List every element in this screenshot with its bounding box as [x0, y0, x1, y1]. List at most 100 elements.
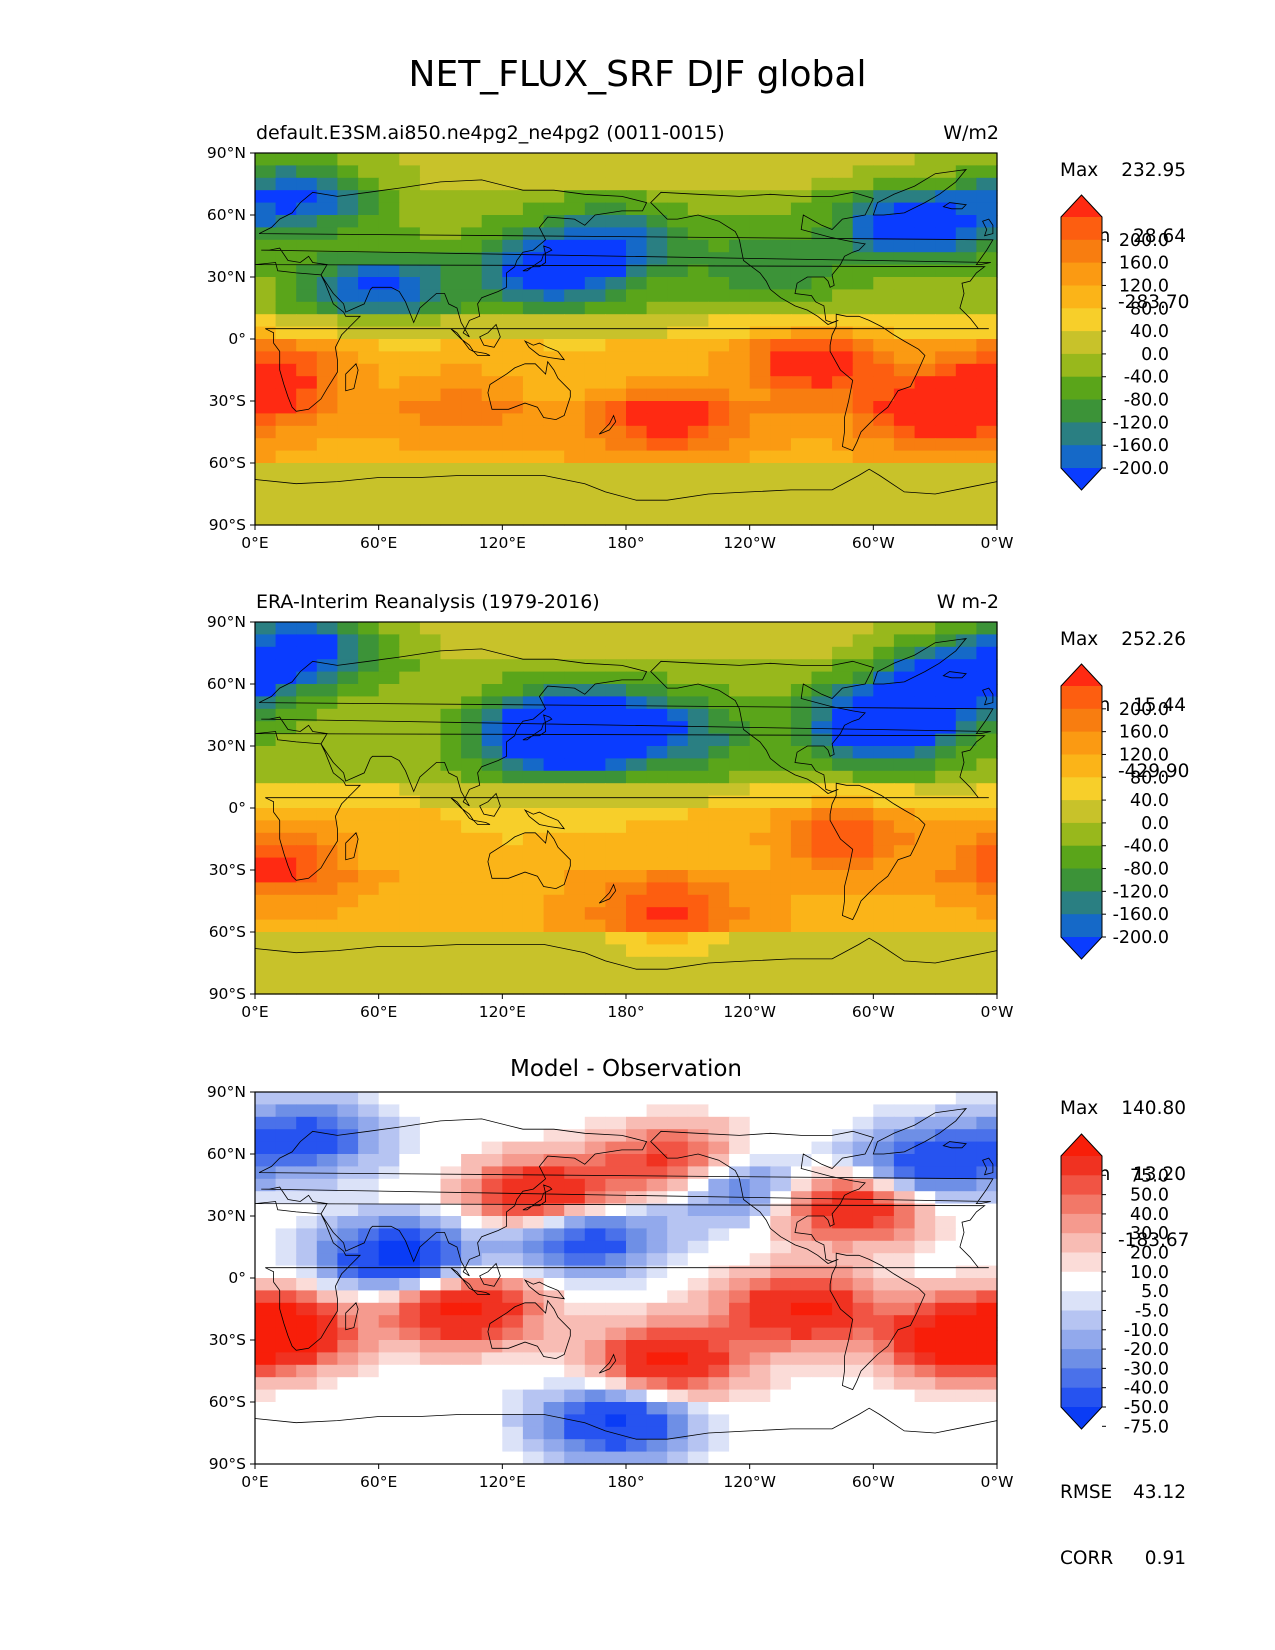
field-cell — [770, 314, 792, 328]
field-cell — [646, 1129, 668, 1143]
field-cell — [852, 1389, 874, 1403]
field-cell — [358, 919, 380, 933]
field-cell — [440, 1129, 462, 1143]
field-cell — [790, 1141, 813, 1155]
field-cell — [564, 1166, 586, 1180]
field-cell — [893, 1178, 916, 1192]
field-cell — [605, 646, 627, 660]
field-cell — [275, 289, 297, 303]
field-cell — [873, 696, 895, 710]
field-cell — [749, 388, 771, 402]
field-cell — [378, 808, 400, 821]
field-cell — [564, 1451, 586, 1465]
field-cell — [811, 301, 833, 315]
field-cell — [873, 500, 895, 514]
field-cell — [770, 1426, 792, 1440]
field-cell — [893, 1092, 916, 1105]
field-cell — [275, 944, 297, 958]
field-cell — [358, 1240, 380, 1254]
field-cell — [893, 1228, 916, 1242]
field-cell — [419, 1178, 442, 1192]
field-cell — [873, 919, 895, 933]
field-cell — [543, 339, 565, 352]
field-cell — [378, 239, 400, 253]
field-cell — [790, 634, 813, 648]
field-cell — [316, 1154, 338, 1167]
field-cell — [255, 746, 277, 759]
field-cell — [646, 1116, 668, 1130]
field-cell — [914, 1178, 936, 1192]
field-cell — [399, 202, 421, 216]
field-cell — [296, 820, 318, 834]
field-cell — [481, 1451, 503, 1465]
field-cell — [337, 1364, 359, 1378]
field-cell — [935, 512, 957, 526]
field-cell — [811, 708, 833, 722]
field-cell — [687, 783, 709, 797]
field-cell — [893, 1278, 916, 1291]
x-tick-label: 0°E — [241, 1003, 268, 1021]
field-cell — [646, 1265, 668, 1279]
field-cell — [708, 932, 730, 945]
field-cell — [832, 1302, 854, 1316]
field-cell — [337, 795, 359, 809]
field-cell — [399, 153, 421, 166]
field-cell — [255, 894, 277, 908]
field-cell — [687, 1178, 709, 1192]
field-cell — [749, 820, 771, 834]
field-cell — [914, 944, 936, 958]
field-cell — [873, 770, 895, 784]
field-cell — [275, 190, 297, 204]
field-cell — [770, 820, 792, 834]
field-cell — [399, 969, 421, 983]
field-cell — [770, 1352, 792, 1366]
field-cell — [605, 758, 627, 772]
field-cell — [770, 1228, 792, 1242]
field-cell — [358, 388, 380, 402]
field-cell — [708, 907, 730, 921]
field-cell — [667, 820, 689, 834]
field-cell — [667, 1141, 689, 1155]
field-cell — [790, 463, 813, 476]
field-cell — [337, 770, 359, 784]
field-cell — [852, 1203, 874, 1217]
colorbar-swatch — [1061, 1156, 1102, 1176]
field-cell — [358, 512, 380, 526]
field-cell — [543, 1327, 565, 1341]
field-cell — [584, 646, 606, 660]
field-cell — [316, 634, 338, 648]
field-cell — [584, 1116, 606, 1130]
field-cell — [873, 708, 895, 722]
field-cell — [893, 857, 916, 871]
field-cell — [935, 1203, 957, 1217]
field-cell — [378, 1166, 400, 1180]
field-cell — [502, 239, 524, 253]
field-cell — [626, 463, 648, 476]
field-cell — [502, 1377, 524, 1391]
field-cell — [667, 646, 689, 660]
field-cell — [770, 1414, 792, 1428]
field-cell — [832, 1340, 854, 1353]
field-cell — [708, 1104, 730, 1118]
field-cell — [811, 153, 833, 166]
field-cell — [935, 944, 957, 958]
field-cell — [749, 882, 771, 896]
field-cell — [708, 1340, 730, 1353]
field-cell — [749, 956, 771, 970]
field-cell — [914, 1240, 936, 1254]
field-cell — [543, 1340, 565, 1353]
field-cell — [275, 733, 297, 747]
field-cell — [667, 1265, 689, 1279]
field-cell — [955, 1352, 977, 1366]
field-cell — [687, 227, 709, 241]
field-cell — [667, 969, 689, 983]
field-cell — [605, 450, 627, 464]
field-cell — [811, 425, 833, 439]
field-cell — [502, 721, 524, 735]
field-cell — [749, 1352, 771, 1366]
field-cell — [626, 500, 648, 514]
field-cell — [687, 907, 709, 921]
field-cell — [790, 252, 813, 266]
field-cell — [893, 1141, 916, 1155]
